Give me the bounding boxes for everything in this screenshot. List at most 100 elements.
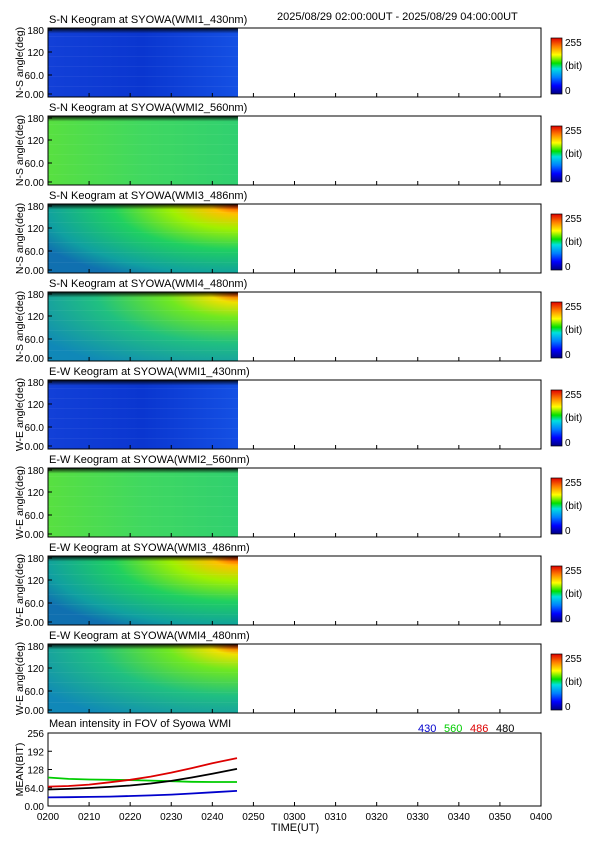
colorbar-scale xyxy=(550,389,563,447)
colorbar-min-label: 0 xyxy=(565,702,571,713)
colorbar-unit-label: (bit) xyxy=(565,325,582,336)
y-axis-label: N-S angle(deg) xyxy=(14,115,26,186)
y-tick-label: 180 xyxy=(27,466,44,477)
keogram-stripe xyxy=(48,174,238,175)
y-tick-label: 0.00 xyxy=(25,266,45,277)
colorbar-unit-label: (bit) xyxy=(565,413,582,424)
colorbar-max-label: 255 xyxy=(565,302,582,313)
colorbar-unit-label: (bit) xyxy=(565,589,582,600)
chart-x-tick-label: 0240 xyxy=(201,812,224,823)
keogram-stripe xyxy=(48,516,238,517)
panel-title: S-N Keogram at SYOWA(WMI3_486nm) xyxy=(49,190,247,202)
keogram-stripe xyxy=(48,144,238,145)
keogram-panel-1: S-N Keogram at SYOWA(WMI1_430nm) 180 120 60… xyxy=(14,14,582,101)
keogram-stripe xyxy=(48,408,238,409)
chart-y-tick-label: 0.00 xyxy=(25,802,45,813)
colorbar-unit-label: (bit) xyxy=(565,149,582,160)
keogram-stripe xyxy=(48,46,238,47)
chart-x-tick-label: 0230 xyxy=(160,812,183,823)
colorbar-scale xyxy=(550,653,563,711)
colorbar-scale xyxy=(550,565,563,623)
keogram-stripe xyxy=(48,212,238,213)
colorbar-scale xyxy=(550,213,563,271)
colorbar-scale xyxy=(550,477,563,535)
chart-x-tick-label: 0340 xyxy=(448,812,471,823)
chart-title: Mean intensity in FOV of Syowa WMI xyxy=(49,718,231,730)
keogram-stripe xyxy=(48,222,238,223)
keogram-stripe xyxy=(48,86,238,87)
y-tick-label: 120 xyxy=(27,48,44,59)
y-tick-label: 0.00 xyxy=(25,530,45,541)
y-tick-label: 120 xyxy=(27,576,44,587)
chart-y-tick-label: 192 xyxy=(27,747,44,758)
chart-x-tick-label: 0320 xyxy=(366,812,389,823)
series-line-486 xyxy=(47,757,238,788)
chart-x-tick-label: 0210 xyxy=(78,812,101,823)
chart-x-tick-label: 0300 xyxy=(283,812,306,823)
colorbar: 255 (bit) 0 xyxy=(550,389,582,449)
colorbar-max-label: 255 xyxy=(565,126,582,137)
keogram-stripe xyxy=(48,36,238,37)
mean-intensity-panel: Mean intensity in FOV of Syowa WMI 430 560… xyxy=(14,718,553,834)
legend-entry-430: 430 xyxy=(418,723,436,735)
keogram-stripe xyxy=(48,594,238,595)
colorbar-max-label: 255 xyxy=(565,478,582,489)
chart-x-tick-label: 0400 xyxy=(530,812,553,823)
y-tick-label: 60.0 xyxy=(25,335,45,346)
keogram-stripe xyxy=(48,662,238,663)
colorbar-unit-label: (bit) xyxy=(565,677,582,688)
chart-frame xyxy=(47,732,542,807)
keogram-stripe xyxy=(48,428,238,429)
legend-entry-480: 480 xyxy=(496,723,514,735)
colorbar-unit-label: (bit) xyxy=(565,61,582,72)
keogram-stripe xyxy=(48,702,238,703)
colorbar-min-label: 0 xyxy=(565,526,571,537)
y-axis-label: W-E angle(deg) xyxy=(14,378,26,451)
keogram-stripe xyxy=(48,496,238,497)
keogram-stripe xyxy=(48,526,238,527)
chart-y-axis-label: MEAN(BIT) xyxy=(14,743,26,797)
keogram-stripe xyxy=(48,330,238,331)
colorbar-scale xyxy=(550,301,563,359)
keogram-stripe xyxy=(48,398,238,399)
keogram-top-shade xyxy=(48,468,238,537)
keogram-stripe xyxy=(48,574,238,575)
colorbar: 255 (bit) 0 xyxy=(550,125,582,185)
panel-title: S-N Keogram at SYOWA(WMI2_560nm) xyxy=(49,102,247,114)
y-tick-label: 180 xyxy=(27,378,44,389)
colorbar-scale xyxy=(550,37,563,95)
keogram-stripe xyxy=(48,242,238,243)
keogram-stripe xyxy=(48,154,238,155)
chart-x-tick-label: 0250 xyxy=(242,812,265,823)
colorbar: 255 (bit) 0 xyxy=(550,301,582,361)
keogram-top-shade xyxy=(48,292,238,361)
keogram-top-shade xyxy=(48,556,238,625)
y-axis-label: W-E angle(deg) xyxy=(14,642,26,715)
keogram-stripe xyxy=(48,66,238,67)
panel-title: E-W Keogram at SYOWA(WMI1_430nm) xyxy=(49,366,250,378)
keogram-stripe xyxy=(48,56,238,57)
keogram-top-shade xyxy=(48,380,238,449)
keogram-panel-8: E-W Keogram at SYOWA(WMI4_480nm) 180 120 60… xyxy=(14,630,582,717)
series-line-430 xyxy=(47,790,238,799)
keogram-stripe xyxy=(48,164,238,165)
y-tick-label: 180 xyxy=(27,202,44,213)
keogram-stripe xyxy=(48,486,238,487)
chart-y-tick-label: 64.0 xyxy=(25,784,45,795)
keogram-panel-4: S-N Keogram at SYOWA(WMI4_480nm) 180 120 60… xyxy=(14,278,582,365)
panel-title: E-W Keogram at SYOWA(WMI3_486nm) xyxy=(49,542,250,554)
y-tick-label: 120 xyxy=(27,400,44,411)
chart-x-axis-label: TIME(UT) xyxy=(271,822,319,834)
y-tick-label: 0.00 xyxy=(25,706,45,717)
colorbar-max-label: 255 xyxy=(565,390,582,401)
y-tick-label: 60.0 xyxy=(25,71,45,82)
keogram-stripe xyxy=(48,320,238,321)
keogram-stripe xyxy=(48,652,238,653)
colorbar-unit-label: (bit) xyxy=(565,237,582,248)
keogram-stripe xyxy=(48,124,238,125)
keogram-panel-2: S-N Keogram at SYOWA(WMI2_560nm) 180 120 60… xyxy=(14,102,582,189)
y-tick-label: 60.0 xyxy=(25,247,45,258)
keogram-stripe xyxy=(48,232,238,233)
panel-title: S-N Keogram at SYOWA(WMI4_480nm) xyxy=(49,278,247,290)
panel-title: S-N Keogram at SYOWA(WMI1_430nm) xyxy=(49,14,247,26)
